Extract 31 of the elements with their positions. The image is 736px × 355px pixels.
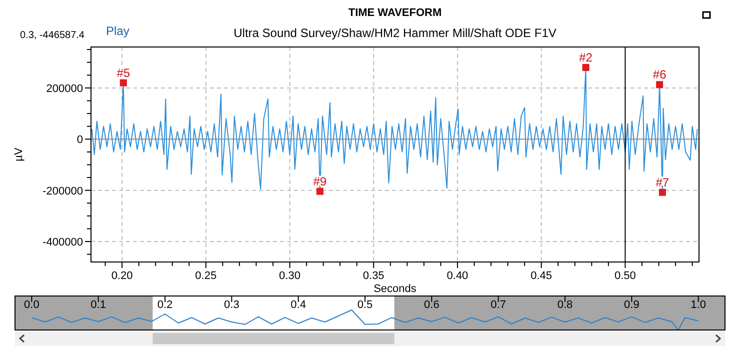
y-tick-label: -400000 — [42, 236, 83, 249]
y-tick-label: 0 — [76, 134, 83, 146]
x-tick-label: 0.9 — [624, 299, 640, 311]
x-tick-label: 0.8 — [557, 299, 573, 311]
x-tick-label: 0.45 — [530, 270, 552, 282]
x-tick-label: 0.1 — [90, 299, 106, 311]
x-tick-label: 0.50 — [614, 270, 636, 282]
x-tick-label: 0.20 — [111, 270, 133, 282]
annotation: #6 — [652, 68, 667, 82]
x-tick-label: 0.7 — [490, 299, 506, 311]
text: 0.3, -446587.4 — [20, 30, 85, 41]
x-tick-label: 0.3 — [224, 299, 240, 311]
annotation: #5 — [116, 66, 130, 80]
x-tick-label: 0.0 — [24, 299, 40, 311]
text: Play — [106, 24, 130, 38]
x-tick-label: 0.2 — [157, 299, 173, 311]
x-axis-title: Seconds — [374, 283, 417, 295]
y-tick-label: -200000 — [42, 185, 83, 198]
chart-title: TIME WAVEFORM — [348, 7, 442, 19]
x-tick-label: 0.40 — [446, 270, 468, 282]
x-tick-label: 0.35 — [362, 270, 384, 282]
x-tick-label: 0.6 — [424, 299, 440, 311]
x-tick-label: 0.5 — [357, 299, 373, 311]
chart-subtitle: Ultra Sound Survey/Shaw/HM2 Hammer Mill/Shaft ODE F1V — [234, 26, 556, 40]
x-tick-label: 0.30 — [279, 270, 300, 282]
y-axis-title: µV — [13, 147, 25, 162]
y-tick-label: 200000 — [46, 82, 83, 95]
x-tick-label: 0.4 — [290, 299, 306, 311]
x-tick-label: 1.0 — [690, 299, 706, 311]
annotation: #2 — [579, 50, 593, 64]
x-tick-label: 0.25 — [195, 270, 217, 282]
